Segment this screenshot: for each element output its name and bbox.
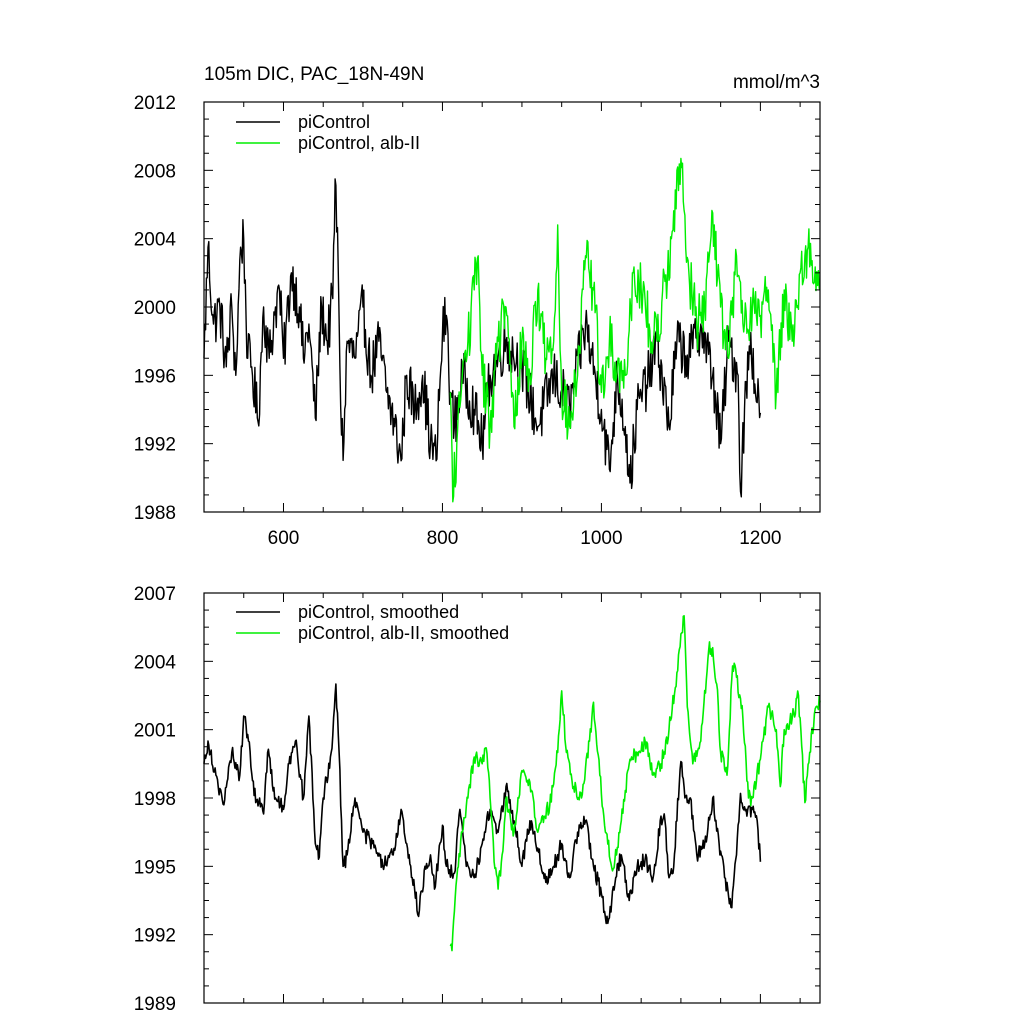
top-legend-label-picontrol: piControl <box>298 112 370 132</box>
bottom-legend: piControl, smoothed piControl, alb-II, s… <box>236 602 509 643</box>
top-series-line-0 <box>203 178 762 498</box>
y-tick-label: 2001 <box>134 721 176 742</box>
y-tick-label: 1989 <box>134 994 176 1015</box>
y-tick-label: 1992 <box>134 926 176 947</box>
bottom-ticks-group: 1989 1992 1995 1998 2001 2004 2007 <box>134 584 820 1015</box>
bottom-series-line-0 <box>203 683 762 925</box>
x-tick-label: 600 <box>268 528 300 549</box>
y-tick-label: 1998 <box>134 789 176 810</box>
y-tick-label: 2007 <box>134 584 176 605</box>
bottom-legend-label-picontrol-smoothed: piControl, smoothed <box>298 602 459 622</box>
x-tick-label: 1200 <box>739 528 781 549</box>
top-chart-units: mmol/m^3 <box>733 72 820 93</box>
y-tick-label: 2012 <box>134 93 176 114</box>
top-ticks-group: 600 800 1000 1200 1988 1992 1996 2000 2004 2008 20… <box>134 93 820 549</box>
y-tick-label: 1988 <box>134 503 176 524</box>
y-tick-label: 2008 <box>134 161 176 182</box>
top-series-line-1 <box>449 157 821 503</box>
top-panel: 105m DIC, PAC_18N-49N mmol/m^3 600 800 100… <box>134 64 821 549</box>
bottom-panel: 1989 1992 1995 1998 2001 2004 2007 piControl, … <box>134 584 821 1015</box>
y-tick-label: 2000 <box>134 298 176 319</box>
top-chart-title: 105m DIC, PAC_18N-49N <box>204 64 424 85</box>
y-tick-label: 2004 <box>134 230 177 251</box>
y-tick-label: 1995 <box>134 857 176 878</box>
y-tick-label: 2004 <box>134 652 177 673</box>
top-legend: piControl piControl, alb-II <box>236 112 420 153</box>
bottom-series-line-1 <box>449 614 821 952</box>
x-tick-label: 1000 <box>580 528 622 549</box>
x-tick-label: 800 <box>427 528 459 549</box>
top-series-group <box>203 157 821 503</box>
bottom-series-group <box>203 614 821 952</box>
y-tick-label: 1992 <box>134 435 176 456</box>
y-tick-label: 1996 <box>134 366 176 387</box>
bottom-plot-frame <box>203 592 821 1004</box>
bottom-legend-label-alb-ii-smoothed: piControl, alb-II, smoothed <box>298 623 509 643</box>
top-legend-label-alb-ii: piControl, alb-II <box>298 133 420 153</box>
